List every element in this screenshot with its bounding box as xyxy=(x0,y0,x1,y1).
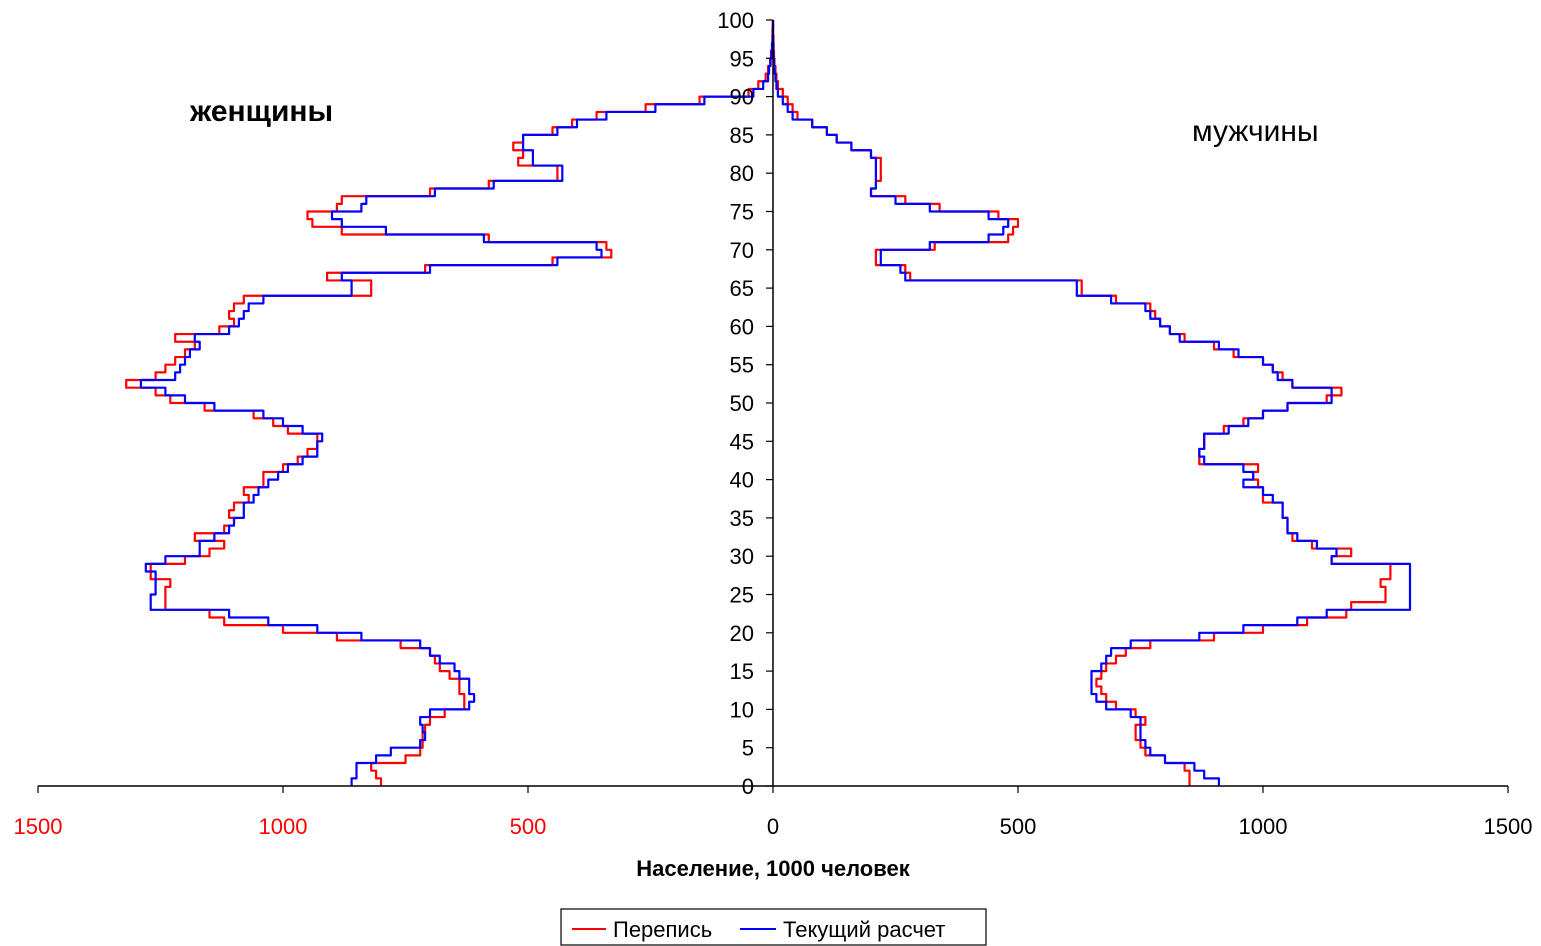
women-label: женщины xyxy=(189,95,333,128)
x-tick-label: 1000 xyxy=(1239,814,1288,839)
y-tick-label: 25 xyxy=(730,583,754,608)
legend-label-estimate: Текущий расчет xyxy=(783,917,945,942)
x-tick-label: 1500 xyxy=(14,814,63,839)
y-tick-label: 70 xyxy=(730,238,754,263)
y-tick-label: 90 xyxy=(730,85,754,110)
legend-label-census: Перепись xyxy=(613,917,712,942)
y-tick-label: 10 xyxy=(730,697,754,722)
y-tick-label: 50 xyxy=(730,391,754,416)
y-tick-label: 60 xyxy=(730,314,754,339)
x-tick-label: 1000 xyxy=(259,814,308,839)
y-tick-label: 85 xyxy=(730,123,754,148)
x-axis-title: Население, 1000 человек xyxy=(636,856,910,881)
x-tick-label: 500 xyxy=(510,814,547,839)
y-tick-label: 0 xyxy=(742,774,754,799)
x-tick-label: 0 xyxy=(767,814,779,839)
y-tick-layer: 0 5 10 15 20 25 30 35 40 45 50 55 60 65 70 75 80 85 90 95 10… xyxy=(717,8,773,799)
x-tick-label: 1500 xyxy=(1484,814,1533,839)
x-tick-label: 500 xyxy=(1000,814,1037,839)
y-tick-label: 100 xyxy=(717,8,754,33)
men-label: мужчины xyxy=(1192,115,1319,148)
y-tick-label: 80 xyxy=(730,161,754,186)
series-line-estimate-men xyxy=(771,20,1412,786)
y-tick-label: 35 xyxy=(730,506,754,531)
series-line-census-women xyxy=(125,20,775,786)
legend-box xyxy=(560,908,987,946)
y-tick-label: 30 xyxy=(730,544,754,569)
legend: Перепись Текущий расчет xyxy=(560,908,987,946)
series-layer xyxy=(125,20,1412,786)
y-tick-label: 95 xyxy=(730,46,754,71)
y-tick-label: 5 xyxy=(742,736,754,761)
x-tick-layer: 1500 1000 500 0 500 1000 1500 xyxy=(14,786,1533,839)
series-line-estimate-women xyxy=(139,20,775,786)
y-tick-label: 20 xyxy=(730,621,754,646)
y-tick-label: 40 xyxy=(730,468,754,493)
y-tick-label: 45 xyxy=(730,429,754,454)
y-tick-label: 65 xyxy=(730,276,754,301)
y-tick-label: 55 xyxy=(730,353,754,378)
y-tick-label: 15 xyxy=(730,659,754,684)
y-tick-label: 75 xyxy=(730,200,754,225)
